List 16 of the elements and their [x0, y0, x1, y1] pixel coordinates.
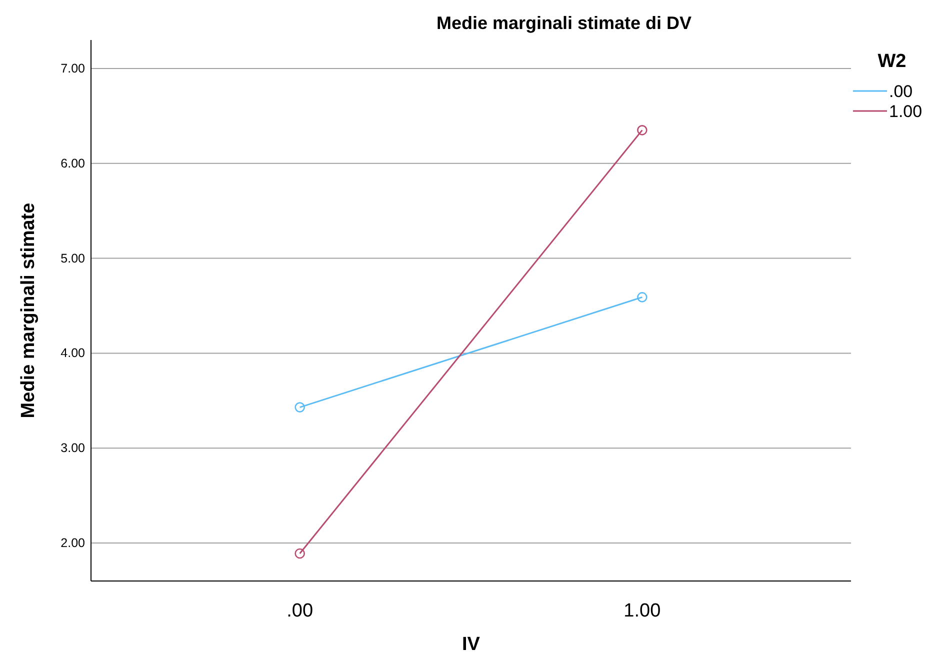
- y-tick-label: 2.00: [60, 536, 86, 550]
- y-tick-label: 5.00: [60, 251, 86, 266]
- point: [294, 548, 305, 559]
- y-axis-title: Medie marginali stimate: [18, 202, 39, 418]
- y-tick-label: 4.00: [60, 346, 86, 360]
- y-tick-label: 7.00: [60, 61, 86, 76]
- chart-title: Medie marginali stimate di DV: [436, 13, 692, 33]
- legend-label: .00: [889, 82, 913, 101]
- legend-title: W2: [878, 51, 906, 72]
- y-tick-label: 3.00: [60, 441, 86, 456]
- x-axis-title: IV: [462, 634, 480, 655]
- y-tick-label: 6.00: [60, 156, 86, 170]
- legend-label: 1.00: [889, 102, 922, 121]
- point: [294, 402, 305, 412]
- point: [637, 125, 648, 136]
- point: [637, 292, 648, 302]
